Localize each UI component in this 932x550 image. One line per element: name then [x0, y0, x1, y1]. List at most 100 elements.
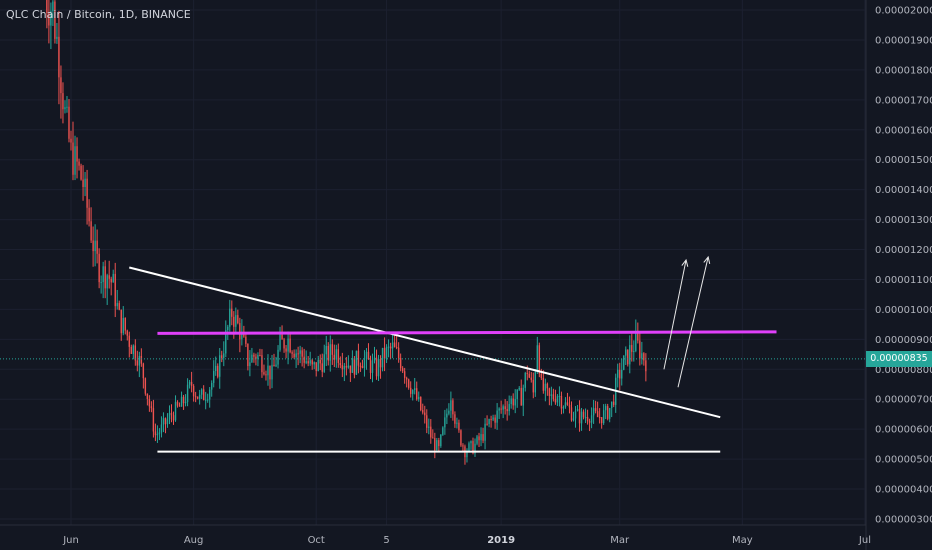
candle	[253, 352, 255, 363]
candle	[420, 396, 422, 412]
candle-body	[496, 410, 498, 423]
candle	[502, 404, 504, 419]
candle-body	[450, 400, 452, 411]
candle-body	[136, 360, 139, 366]
candle-body	[188, 381, 191, 385]
candle-body	[466, 451, 468, 458]
candle-body	[641, 353, 643, 359]
candle-body	[329, 344, 331, 361]
candle	[389, 342, 392, 359]
descending-trendline[interactable]	[129, 266, 721, 419]
candle	[556, 394, 559, 407]
up-arrow-drawing[interactable]	[663, 258, 689, 370]
candle	[454, 411, 456, 428]
candle-body	[208, 389, 211, 400]
candle	[174, 395, 177, 422]
candle-body	[293, 353, 295, 358]
candle-body	[74, 146, 76, 175]
candle	[524, 371, 526, 392]
candle	[291, 350, 293, 359]
candle-body	[468, 443, 470, 452]
candle	[510, 395, 512, 409]
candle-body	[474, 443, 476, 454]
candle	[627, 349, 629, 367]
candle	[476, 434, 478, 446]
candle	[279, 326, 281, 352]
candle-body	[219, 355, 221, 377]
candle-body	[422, 410, 424, 413]
candle	[349, 365, 352, 382]
x-tick-label: Oct	[308, 535, 325, 546]
candle	[225, 320, 227, 358]
candle	[317, 355, 319, 372]
candle	[572, 411, 575, 422]
candle	[160, 416, 163, 438]
candle-body	[126, 330, 128, 336]
y-tick-label: 0.00000900	[875, 335, 932, 346]
candle-body	[72, 142, 74, 175]
candle	[508, 395, 510, 416]
candle	[68, 99, 70, 143]
candle	[552, 388, 555, 402]
candle	[237, 309, 239, 325]
up-arrow-drawing[interactable]	[677, 255, 711, 388]
candle-body	[196, 396, 199, 399]
candle	[289, 333, 291, 354]
candle	[373, 346, 376, 364]
candle-body	[311, 360, 313, 365]
candle-body	[590, 415, 593, 423]
candle	[313, 361, 315, 370]
candle	[341, 352, 344, 378]
y-tick-label: 0.00000800	[875, 365, 932, 376]
candle	[76, 137, 78, 179]
candle-body	[279, 334, 281, 350]
y-tick-label: 0.00001800	[875, 65, 932, 76]
candle	[598, 408, 601, 424]
candle	[180, 391, 183, 407]
candle	[303, 348, 305, 369]
candle-body	[206, 399, 209, 401]
candle	[566, 392, 569, 406]
candle	[134, 339, 137, 366]
candle-body	[114, 273, 116, 307]
candle	[516, 389, 518, 408]
candle-body	[381, 347, 384, 368]
candle-body	[504, 406, 506, 410]
candle-body	[462, 445, 464, 447]
candle	[132, 344, 135, 360]
candle-body	[558, 395, 561, 397]
candle-body	[383, 347, 386, 359]
candle-body	[174, 401, 177, 421]
candle	[355, 350, 358, 375]
candle	[345, 357, 348, 376]
candle-body	[568, 404, 571, 408]
candle	[331, 339, 333, 365]
candle-body	[50, 11, 52, 26]
candle	[534, 369, 537, 397]
candle	[88, 199, 90, 227]
candle-body	[132, 345, 135, 354]
candle-body	[84, 178, 86, 188]
candle	[645, 353, 647, 382]
y-tick-label: 0.00001500	[875, 155, 932, 166]
candle-body	[319, 359, 321, 364]
drawing-annotations[interactable]	[0, 255, 866, 453]
candle	[617, 363, 619, 388]
candle-body	[586, 416, 589, 422]
candle-body	[184, 401, 187, 404]
candle	[176, 400, 179, 408]
candle	[92, 226, 94, 267]
price-axis[interactable]: 0.00002000 0.00001900 0.00001800 0.00001700…	[875, 6, 932, 526]
candle-body	[540, 373, 543, 379]
resistance-line[interactable]	[157, 330, 777, 335]
candle	[405, 376, 408, 388]
candle	[64, 100, 66, 114]
x-tick-label: Mar	[610, 535, 630, 546]
candle	[104, 260, 106, 299]
candle-body	[116, 303, 118, 307]
candle	[186, 378, 189, 407]
candle-body	[510, 398, 512, 405]
time-axis[interactable]: Jun Aug Oct 5 2019 Mar May Jul	[62, 535, 871, 546]
